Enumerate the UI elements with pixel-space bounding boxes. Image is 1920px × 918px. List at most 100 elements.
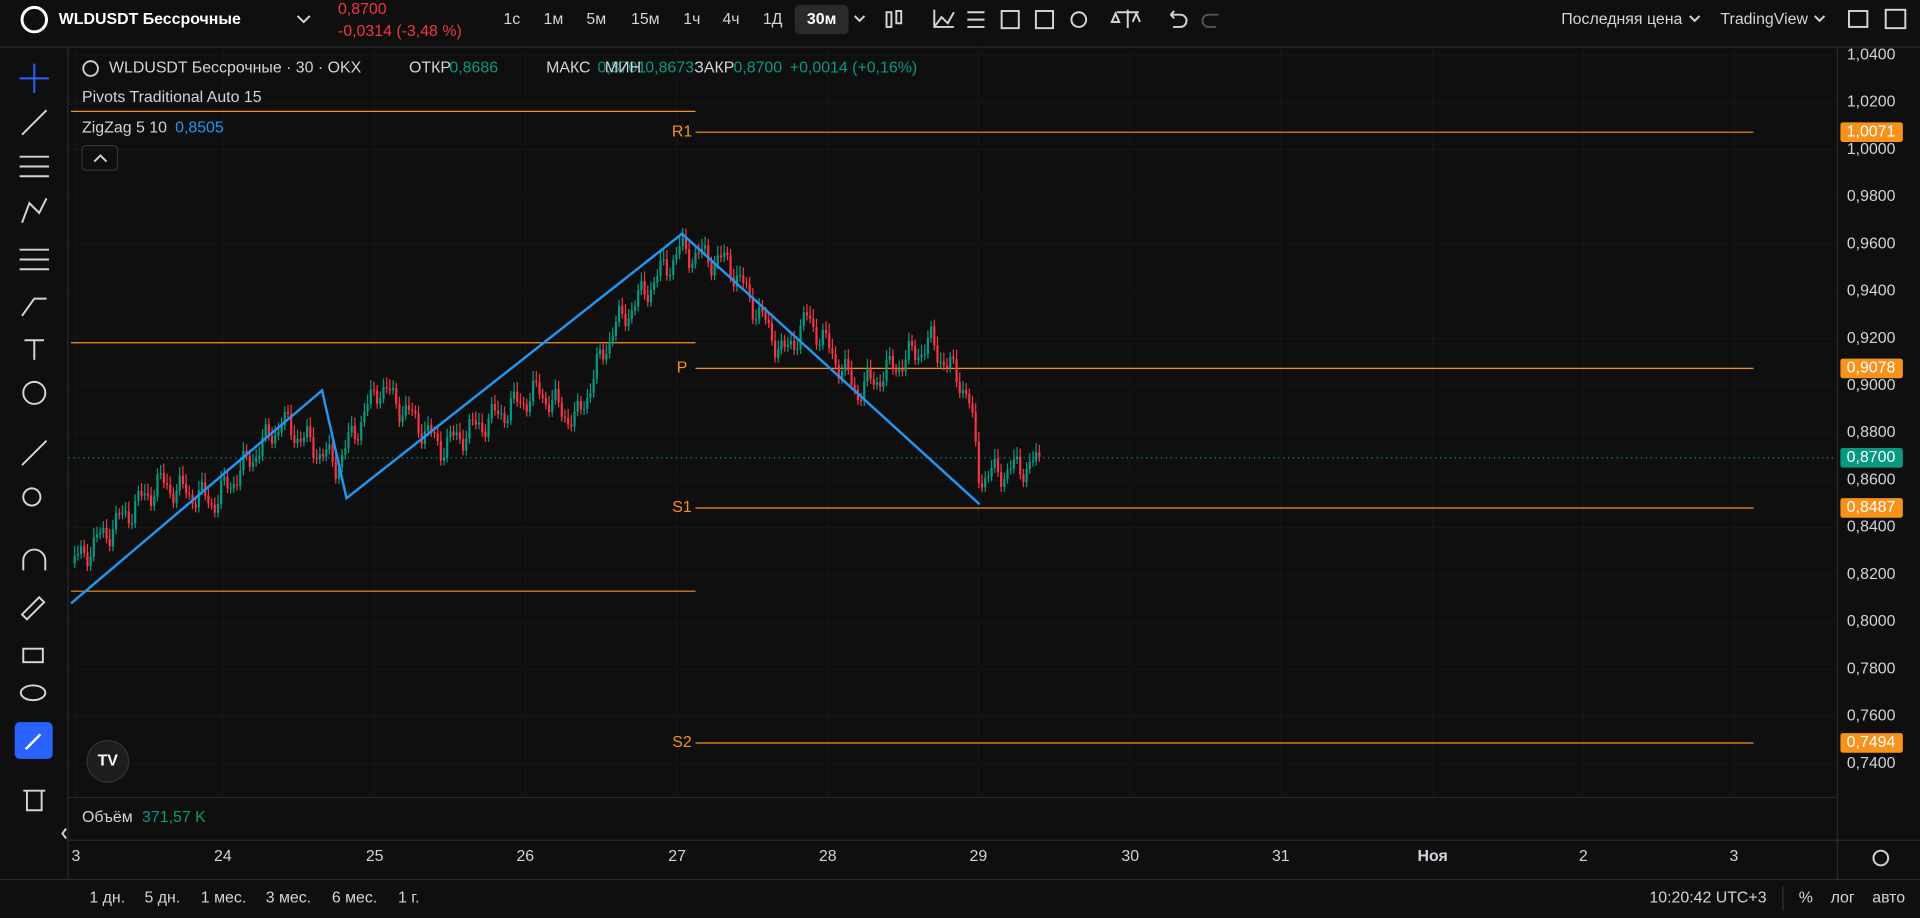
fib-tool[interactable] [19, 155, 49, 178]
settings[interactable] [1070, 11, 1088, 28]
candle-body [729, 255, 732, 278]
ohlc-value: 0,8686 [449, 60, 498, 77]
timeframe[interactable]: 30м [807, 11, 836, 28]
range-button[interactable]: 5 дн. [144, 890, 180, 907]
range-button[interactable]: 1 мес. [201, 890, 246, 907]
log-toggle[interactable]: лог [1831, 890, 1855, 907]
timeframe[interactable]: 1Д [763, 11, 783, 28]
candle-body [114, 513, 118, 530]
timeframe[interactable]: 4ч [722, 11, 739, 28]
redo[interactable] [1201, 13, 1219, 28]
chart-source[interactable]: TradingView [1720, 11, 1808, 28]
delete-tool[interactable] [23, 789, 46, 812]
range-button[interactable]: 1 дн. [89, 890, 125, 907]
percent-toggle[interactable]: % [1799, 890, 1813, 907]
candle-body [844, 358, 847, 372]
timeframe[interactable]: 1м [544, 11, 564, 28]
candle-body [226, 476, 229, 489]
pattern-tool[interactable] [21, 197, 48, 224]
undo[interactable] [1169, 10, 1188, 28]
range-button[interactable]: 1 г. [398, 890, 420, 907]
candle-body [328, 444, 331, 450]
draw-mode[interactable] [20, 595, 46, 621]
candle-body [630, 310, 633, 319]
candle-body [487, 418, 490, 438]
candle-body [952, 356, 955, 359]
replay[interactable] [1034, 10, 1055, 30]
candle-body [433, 432, 436, 434]
projection-tool[interactable] [19, 248, 49, 271]
candle-body [172, 493, 175, 504]
timeframe[interactable]: 1ч [683, 11, 700, 28]
indicator-value: 0,8505 [175, 120, 224, 137]
candle-body [134, 501, 137, 524]
candle-body [1009, 468, 1012, 470]
alert[interactable] [1000, 10, 1020, 30]
emoji-tool[interactable] [22, 380, 47, 405]
candle-body [299, 438, 302, 442]
candle-body [748, 283, 751, 298]
candle-body [398, 403, 401, 423]
brush-tool[interactable] [21, 297, 47, 317]
candle-body [579, 401, 582, 410]
lock-tool[interactable] [22, 647, 44, 664]
candle-body [79, 546, 83, 554]
axis-settings[interactable] [1872, 849, 1890, 867]
collapse-button[interactable] [81, 145, 119, 171]
templates[interactable] [967, 11, 985, 28]
candle-body [302, 437, 306, 442]
candle-body [904, 359, 907, 372]
trendline-tool[interactable] [21, 109, 48, 136]
price-type[interactable]: Последняя цена [1561, 11, 1682, 28]
candle-body [436, 433, 439, 441]
compare[interactable] [1110, 9, 1141, 29]
candle-body [850, 369, 853, 385]
collapse-toolbar[interactable] [61, 828, 67, 840]
ohlc-label: МАКС [546, 60, 590, 77]
candle-body [659, 260, 662, 277]
indicator-name[interactable]: ZigZag 5 10 [82, 120, 167, 137]
timeframe[interactable]: 15м [631, 11, 660, 28]
candle-body [888, 355, 891, 360]
candle-body [582, 408, 586, 411]
auto-toggle[interactable]: авто [1872, 890, 1905, 907]
candle-body [681, 237, 684, 247]
text-tool[interactable] [24, 339, 45, 360]
candle-body [509, 398, 512, 421]
price-label: 0,7400 [1847, 755, 1896, 772]
magnet-tool[interactable] [22, 548, 47, 571]
fullscreen[interactable] [1848, 10, 1869, 28]
candle-body [379, 398, 382, 404]
ruler-tool[interactable] [21, 439, 48, 466]
timeframe[interactable]: 5м [586, 11, 606, 28]
indicator-name[interactable]: Pivots Traditional Auto 15 [82, 89, 262, 106]
dropdown[interactable] [1689, 15, 1826, 23]
symbol-dropdown[interactable] [296, 15, 311, 24]
candle-body [108, 538, 111, 547]
candle-body [178, 475, 181, 491]
crosshair-tool[interactable] [19, 63, 49, 94]
range-button[interactable]: 3 мес. [266, 890, 311, 907]
candle-body [111, 529, 115, 547]
symbol[interactable]: WLDUSDT Бессрочные [59, 11, 241, 28]
candle-body [914, 346, 917, 360]
timeframe[interactable]: 1с [503, 11, 520, 28]
snapshot[interactable] [1884, 8, 1907, 30]
tv-badge[interactable] [86, 739, 130, 783]
candle-body [83, 546, 86, 553]
time-label: 28 [819, 848, 837, 865]
candle-body [210, 503, 213, 505]
price-label: 0,8200 [1847, 566, 1896, 583]
candle-type[interactable] [885, 11, 893, 28]
current-price: 0,8700 [1847, 449, 1896, 466]
range-button[interactable]: 6 мес. [332, 890, 377, 907]
candle-body [312, 437, 315, 459]
candle-body [1022, 474, 1025, 483]
zoom-tool[interactable] [22, 487, 42, 507]
candle-body [331, 444, 334, 463]
interval-dropdown[interactable] [854, 15, 866, 23]
zigzag [70, 232, 981, 605]
indicators[interactable] [933, 9, 955, 28]
price-label: 0,9000 [1847, 377, 1896, 394]
hide-tool[interactable] [19, 684, 47, 702]
